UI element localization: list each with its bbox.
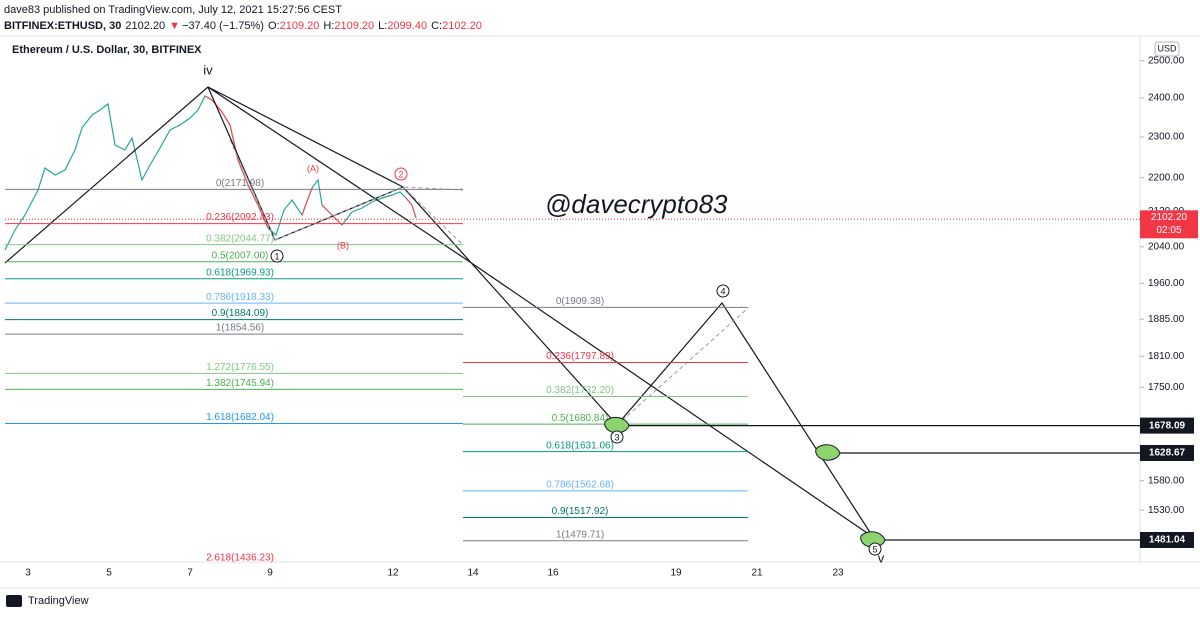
- time-label: 7: [187, 568, 193, 579]
- symbol: BITFINEX:ETHUSD, 30: [4, 20, 121, 32]
- price-tick-label: 1530.00: [1148, 505, 1185, 516]
- time-label: 19: [670, 568, 682, 579]
- fib-label: 0.9(1884.09): [212, 308, 269, 319]
- chart-layer: 2500.002400.002300.002200.002120.002040.…: [5, 55, 1198, 579]
- ohlc-value: 2099.40: [387, 20, 427, 32]
- time-label: 21: [751, 568, 763, 579]
- price-tick-label: 1750.00: [1148, 382, 1185, 393]
- brand: TradingView: [28, 595, 89, 607]
- price-tick-label: 1960.00: [1148, 278, 1185, 289]
- price-tick-label: 2500.00: [1148, 55, 1185, 66]
- target-marker: [860, 531, 886, 548]
- price-tag-label: 2102.20: [1151, 212, 1188, 223]
- fib-label: 0(1909.38): [556, 296, 604, 307]
- price-tag: [1140, 210, 1198, 239]
- ohlc-value: 2109.20: [280, 20, 320, 32]
- price-tick-label: 1810.00: [1148, 351, 1185, 362]
- fib-label: 1(1854.56): [216, 323, 264, 334]
- wave-circle: [394, 167, 408, 181]
- currency[interactable]: USD: [1157, 43, 1177, 53]
- price-tick-label: 1580.00: [1148, 475, 1185, 486]
- ohlc-key: H:: [323, 20, 334, 32]
- time-label: 23: [832, 568, 844, 579]
- target-tag-label: 1481.04: [1149, 535, 1186, 546]
- wave-label: 3: [614, 432, 619, 442]
- fib-label: 2.618(1436.23): [206, 553, 274, 564]
- wave-label: (A): [307, 163, 319, 173]
- time-label: 14: [467, 568, 479, 579]
- watermark: @davecrypto83: [545, 189, 728, 219]
- byline: dave83 published on TradingView.com, Jul…: [4, 4, 342, 16]
- time-label: 3: [25, 568, 31, 579]
- fib-label: 0.236(2092.43): [206, 212, 274, 223]
- fib-label: 0.5(1680.84): [552, 413, 609, 424]
- wave-circle: [610, 430, 624, 444]
- wave-label: 4: [720, 286, 725, 296]
- fib-label: 0.5(2007.00): [212, 250, 269, 261]
- fib-label: 0(2171.98): [216, 178, 264, 189]
- fib-label: 0.382(1732.20): [546, 385, 614, 396]
- price-tick-label: 2400.00: [1148, 93, 1185, 104]
- wave-label: (B): [337, 240, 349, 250]
- wave-label: 2: [398, 169, 403, 179]
- wave-label: 1: [274, 251, 279, 261]
- fib-label: 1.382(1745.94): [206, 378, 274, 389]
- projection-lines: [229, 139, 749, 426]
- target-marker: [815, 444, 841, 461]
- fib-label: 0.382(2044.77): [206, 233, 274, 244]
- fib-label: 0.786(1562.68): [546, 479, 614, 490]
- wave-label: v: [878, 550, 885, 565]
- wave-circle: [868, 542, 882, 556]
- fib-label: 0.786(1918.33): [206, 292, 274, 303]
- fib-label: 1.272(1776.55): [206, 362, 274, 373]
- ohlc-key: L:: [378, 20, 387, 32]
- time-label: 9: [267, 568, 273, 579]
- brand-logo: [6, 595, 22, 607]
- quote-line: BITFINEX:ETHUSD, 30 2102.20 ▼ −37.40 (−1.75…: [4, 20, 482, 32]
- target-marker: [604, 416, 630, 434]
- wave-label: iv: [203, 62, 213, 77]
- fib-label: 0.236(1797.89): [546, 351, 614, 362]
- fib-label: 0.618(1631.06): [546, 440, 614, 451]
- ohlc-key: C:: [431, 20, 442, 32]
- time-label: 16: [547, 568, 559, 579]
- price-tag-countdown: 02:05: [1156, 225, 1181, 236]
- target-tag-label: 1678.09: [1149, 420, 1186, 431]
- price-tick-label: 1885.00: [1148, 314, 1185, 325]
- fib-label: 1(1479.71): [556, 529, 604, 540]
- time-label: 5: [106, 568, 112, 579]
- wave-label: 5: [872, 544, 877, 554]
- ohlc-value: 2109.20: [334, 20, 374, 32]
- change: −37.40 (−1.75%): [182, 20, 264, 32]
- target-tag: [1140, 531, 1194, 548]
- fib-label: 1.618(1682.04): [206, 412, 274, 423]
- price-trace-down: [204, 95, 417, 229]
- fib-label: 0.618(1969.93): [206, 267, 274, 278]
- ohlc-key: O:: [268, 20, 280, 32]
- change-arrow: ▼: [169, 20, 180, 32]
- currency-box[interactable]: [1154, 41, 1180, 57]
- last-price: 2102.20: [125, 20, 165, 32]
- wave-circle: [270, 249, 284, 263]
- chart-title: Ethereum / U.S. Dollar, 30, BITFINEX: [12, 44, 202, 56]
- price-tick-label: 2040.00: [1148, 241, 1185, 252]
- wave-circle: [716, 284, 730, 298]
- target-tag: [1140, 417, 1194, 434]
- price-tick-label: 2300.00: [1148, 132, 1185, 143]
- time-label: 12: [387, 568, 399, 579]
- target-tag-label: 1628.67: [1149, 448, 1186, 459]
- fib-label: 0.9(1517.92): [552, 506, 609, 517]
- price-tick-label: 2200.00: [1148, 172, 1185, 183]
- ohlc-value: 2102.20: [442, 20, 482, 32]
- target-tag: [1140, 444, 1194, 461]
